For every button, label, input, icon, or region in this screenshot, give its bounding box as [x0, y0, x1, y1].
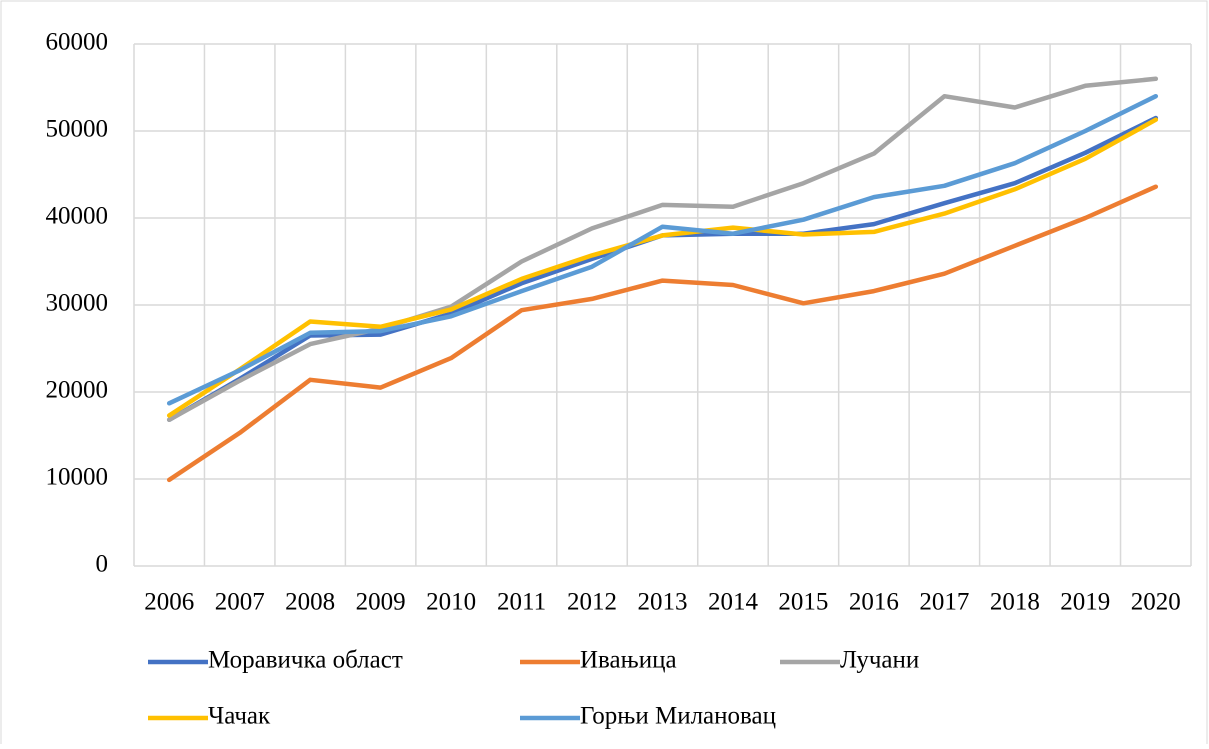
y-tick-label: 20000 — [46, 377, 109, 404]
series-line — [166, 93, 1159, 406]
y-tick-label: 60000 — [46, 29, 109, 56]
x-tick-label: 2010 — [426, 589, 476, 616]
legend-label: Ивањица — [580, 647, 677, 674]
x-tick-label: 2009 — [356, 589, 406, 616]
y-tick-label: 0 — [96, 551, 109, 578]
x-tick-label: 2015 — [778, 589, 828, 616]
series-line — [166, 117, 1159, 418]
x-tick-label: 2014 — [708, 589, 759, 616]
x-tick-label: 2020 — [1131, 589, 1181, 616]
series-line — [166, 184, 1159, 483]
x-tick-label: 2008 — [285, 589, 335, 616]
y-tick-label: 10000 — [46, 464, 109, 491]
legend-label: Горњи Милановац — [580, 703, 776, 730]
x-tick-label: 2007 — [215, 589, 265, 616]
x-tick-label: 2006 — [144, 589, 194, 616]
legend-label: Моравичка област — [208, 647, 403, 674]
series-line — [166, 76, 1159, 423]
x-tick-label: 2019 — [1060, 589, 1110, 616]
y-tick-label: 50000 — [46, 116, 109, 143]
x-tick-label: 2018 — [990, 589, 1040, 616]
legend-label: Лучани — [840, 647, 919, 674]
x-tick-label: 2013 — [638, 589, 688, 616]
x-tick-label: 2017 — [919, 589, 969, 616]
x-tick-label: 2011 — [497, 589, 546, 616]
y-tick-label: 40000 — [46, 203, 109, 230]
y-tick-label: 30000 — [46, 290, 109, 317]
legend-label: Чачак — [208, 703, 271, 730]
x-tick-label: 2016 — [849, 589, 899, 616]
x-tick-label: 2012 — [567, 589, 617, 616]
